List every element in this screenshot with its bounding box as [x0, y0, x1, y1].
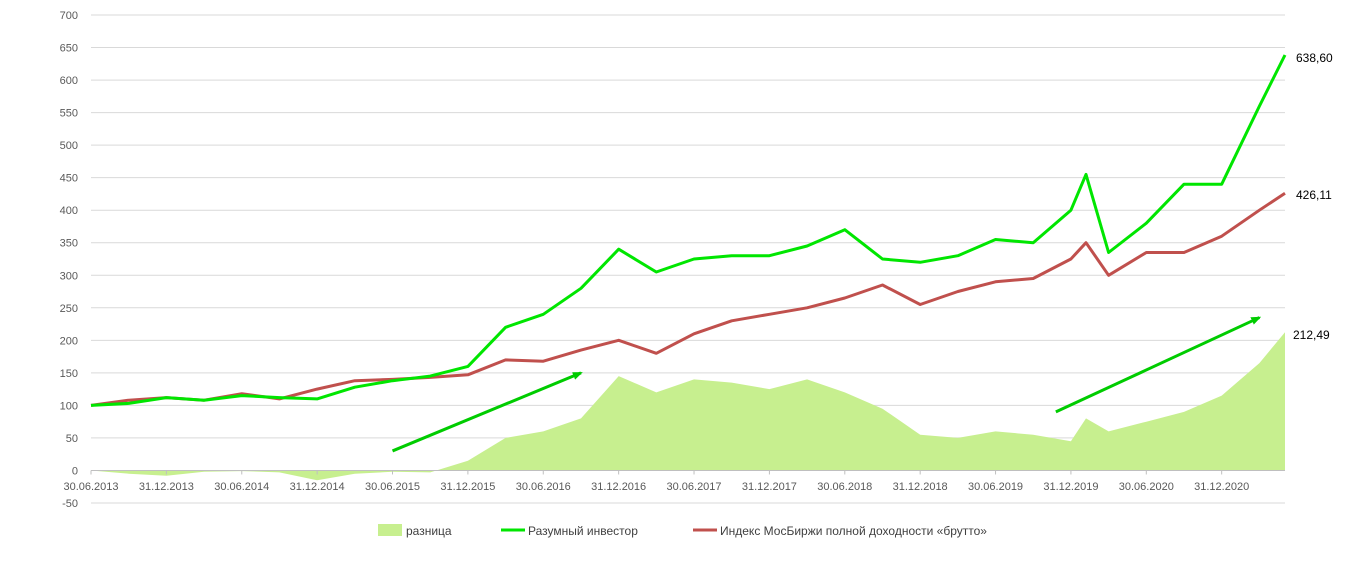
end-label-red: 426,11 [1296, 188, 1332, 202]
legend-label-red: Индекс МосБиржи полной доходности «брутт… [720, 524, 987, 538]
x-tick-label: 31.12.2019 [1043, 481, 1098, 493]
trend-arrow [1055, 316, 1262, 414]
x-tick-label: 31.12.2017 [742, 481, 797, 493]
series-line-investor [90, 54, 1287, 407]
y-tick-label: 300 [60, 270, 78, 282]
y-tick-label: 600 [60, 75, 78, 87]
y-tick-label: 150 [60, 368, 78, 380]
x-tick-label: 30.06.2016 [516, 481, 571, 493]
x-tick-label: 31.12.2013 [139, 481, 194, 493]
label-layer: 638,60 426,11 212,49 [1293, 51, 1333, 342]
y-tick-label: 200 [60, 335, 78, 347]
x-tick-label: 31.12.2016 [591, 481, 646, 493]
x-tick-label: 30.06.2019 [968, 481, 1023, 493]
x-tick-label: 30.06.2018 [817, 481, 872, 493]
line-layer [90, 54, 1287, 407]
legend-label-green: Разумный инвестор [528, 524, 638, 538]
y-tick-label: 250 [60, 303, 78, 315]
x-tick-label: 31.12.2020 [1194, 481, 1249, 493]
y-tick-label: -50 [62, 498, 78, 510]
axis-layer: 7006506005505004504003503002502001501005… [60, 10, 1285, 510]
legend-item-red: Индекс МосБиржи полной доходности «брутт… [693, 524, 987, 538]
legend-label-area: разница [406, 524, 452, 538]
y-tick-label: 700 [60, 10, 78, 22]
y-tick-label: 50 [66, 433, 78, 445]
series-area-raznitsa [91, 332, 1285, 481]
legend: разница Разумный инвестор Индекс МосБирж… [378, 524, 987, 538]
legend-item-green: Разумный инвестор [501, 524, 638, 538]
x-tick-label: 31.12.2014 [290, 481, 345, 493]
y-tick-label: 400 [60, 205, 78, 217]
y-tick-label: 450 [60, 173, 78, 185]
y-tick-label: 500 [60, 140, 78, 152]
x-tick-label: 30.06.2020 [1119, 481, 1174, 493]
x-tick-label: 30.06.2015 [365, 481, 420, 493]
x-tick-label: 30.06.2013 [63, 481, 118, 493]
y-tick-label: 100 [60, 400, 78, 412]
end-label-green: 638,60 [1296, 51, 1333, 65]
y-tick-label: 350 [60, 238, 78, 250]
legend-item-area: разница [378, 524, 452, 538]
x-tick-label: 30.06.2014 [214, 481, 269, 493]
series-line-index [90, 191, 1286, 407]
x-tick-label: 31.12.2015 [440, 481, 495, 493]
legend-swatch-area [378, 524, 402, 536]
y-tick-label: 550 [60, 108, 78, 120]
trend-arrow [391, 371, 583, 453]
end-label-area: 212,49 [1293, 328, 1330, 342]
annotation-layer [391, 316, 1262, 453]
y-tick-label: 650 [60, 43, 78, 55]
area-layer [91, 332, 1285, 481]
x-tick-label: 30.06.2017 [666, 481, 721, 493]
y-tick-label: 0 [72, 465, 78, 477]
x-tick-label: 31.12.2018 [893, 481, 948, 493]
